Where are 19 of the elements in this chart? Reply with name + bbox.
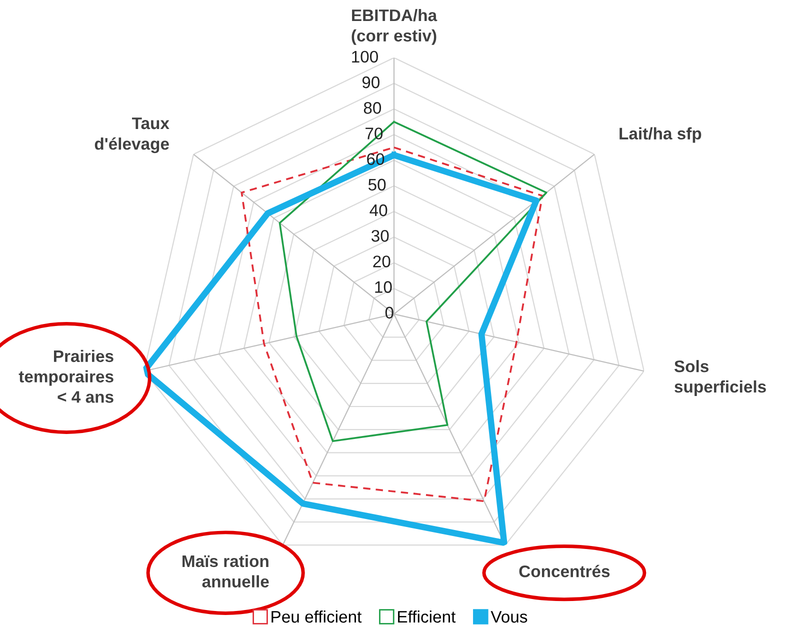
y-tick-label: 80 [364, 102, 382, 114]
legend-label: Efficient [398, 610, 456, 623]
y-tick-label: 0 [385, 306, 394, 319]
y-tick-label: 10 [375, 281, 392, 293]
y-tick-label: 90 [362, 76, 380, 88]
legend-label: Vous [490, 611, 528, 623]
y-tick-label: 40 [370, 204, 388, 216]
y-tick-label: 50 [368, 178, 386, 191]
spoke-label: Lait/ha sfp [620, 127, 702, 143]
spoke-label: Sols superficiels [674, 360, 766, 396]
spoke-label: Taux d'élevage [94, 118, 170, 154]
spoke-label: Maïs ration annuelle [182, 554, 269, 588]
spoke-label: Concentrés [519, 564, 610, 578]
y-tick-label: 100 [352, 50, 378, 63]
y-tick-label: 20 [373, 256, 390, 268]
spoke-label: EBITDA/ha (corr estiv) [352, 8, 438, 45]
y-tick-label: 30 [371, 230, 389, 242]
legend-label: Peu efficient [272, 610, 362, 623]
spoke-label: Prairies temporaires < 4 ans [18, 350, 114, 403]
